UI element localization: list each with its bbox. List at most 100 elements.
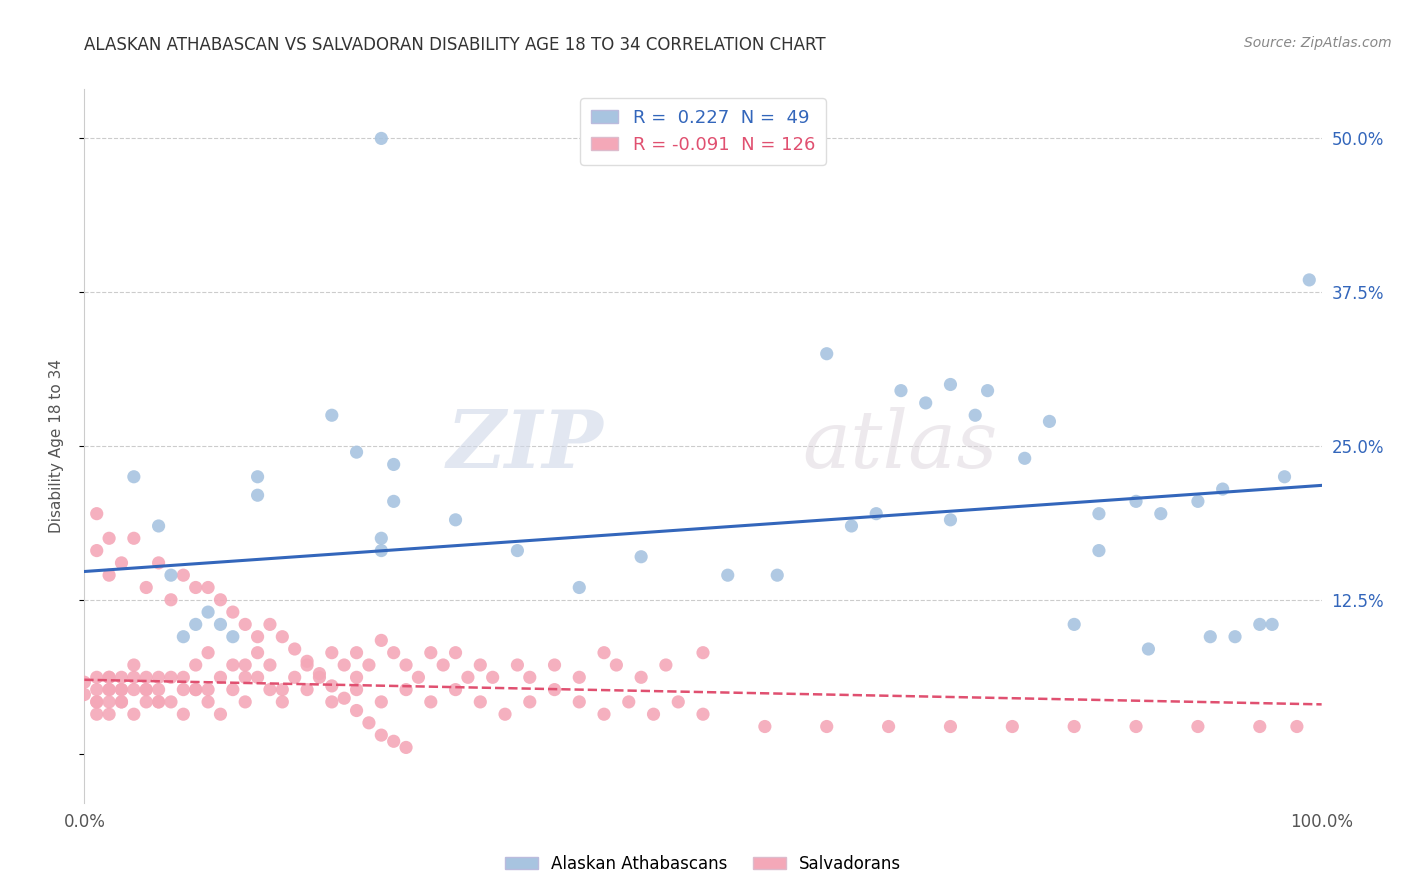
Point bbox=[295, 654, 318, 668]
Point bbox=[160, 592, 183, 607]
Point bbox=[444, 646, 467, 660]
Point bbox=[246, 670, 269, 684]
Point bbox=[419, 646, 441, 660]
Point bbox=[1125, 719, 1147, 733]
Point bbox=[148, 695, 170, 709]
Point bbox=[321, 695, 343, 709]
Point bbox=[939, 719, 962, 733]
Point bbox=[271, 630, 294, 644]
Point bbox=[98, 568, 121, 582]
Point bbox=[1150, 507, 1173, 521]
Point bbox=[271, 695, 294, 709]
Point bbox=[692, 707, 714, 722]
Point bbox=[246, 469, 269, 483]
Point bbox=[457, 670, 479, 684]
Point bbox=[568, 695, 591, 709]
Point bbox=[122, 670, 145, 684]
Point bbox=[98, 682, 121, 697]
Point bbox=[222, 605, 245, 619]
Point bbox=[233, 670, 256, 684]
Point bbox=[370, 695, 392, 709]
Point bbox=[1285, 719, 1308, 733]
Point bbox=[481, 670, 503, 684]
Point bbox=[197, 682, 219, 697]
Point bbox=[382, 494, 405, 508]
Point bbox=[98, 670, 121, 684]
Point bbox=[197, 605, 219, 619]
Point bbox=[246, 630, 269, 644]
Point bbox=[543, 658, 565, 673]
Point bbox=[519, 695, 541, 709]
Point bbox=[222, 658, 245, 673]
Point bbox=[346, 646, 368, 660]
Point bbox=[209, 617, 232, 632]
Point bbox=[308, 666, 330, 681]
Point bbox=[259, 617, 281, 632]
Point bbox=[197, 695, 219, 709]
Point bbox=[110, 682, 132, 697]
Point bbox=[184, 682, 207, 697]
Point bbox=[1249, 719, 1271, 733]
Text: ALASKAN ATHABASCAN VS SALVADORAN DISABILITY AGE 18 TO 34 CORRELATION CHART: ALASKAN ATHABASCAN VS SALVADORAN DISABIL… bbox=[84, 36, 825, 54]
Point bbox=[357, 658, 380, 673]
Point bbox=[110, 556, 132, 570]
Point bbox=[754, 719, 776, 733]
Point bbox=[543, 682, 565, 697]
Point bbox=[321, 679, 343, 693]
Point bbox=[382, 734, 405, 748]
Point bbox=[184, 581, 207, 595]
Point bbox=[1274, 469, 1296, 483]
Text: atlas: atlas bbox=[801, 408, 997, 484]
Point bbox=[197, 581, 219, 595]
Point bbox=[246, 646, 269, 660]
Point bbox=[370, 728, 392, 742]
Point bbox=[395, 658, 418, 673]
Point bbox=[519, 670, 541, 684]
Point bbox=[148, 519, 170, 533]
Point bbox=[122, 469, 145, 483]
Point bbox=[382, 646, 405, 660]
Point bbox=[73, 688, 96, 702]
Point bbox=[1063, 617, 1085, 632]
Point bbox=[593, 646, 616, 660]
Point bbox=[370, 543, 392, 558]
Point bbox=[172, 670, 194, 684]
Point bbox=[86, 682, 108, 697]
Point bbox=[346, 670, 368, 684]
Point bbox=[233, 617, 256, 632]
Point bbox=[259, 658, 281, 673]
Point bbox=[717, 568, 740, 582]
Point bbox=[568, 581, 591, 595]
Point bbox=[148, 695, 170, 709]
Point bbox=[1249, 617, 1271, 632]
Point bbox=[148, 670, 170, 684]
Point bbox=[333, 658, 356, 673]
Point bbox=[110, 682, 132, 697]
Point bbox=[395, 682, 418, 697]
Point bbox=[1261, 617, 1284, 632]
Point bbox=[321, 646, 343, 660]
Point bbox=[617, 695, 640, 709]
Point bbox=[1088, 507, 1111, 521]
Point bbox=[470, 658, 492, 673]
Point bbox=[148, 682, 170, 697]
Point bbox=[233, 658, 256, 673]
Point bbox=[630, 670, 652, 684]
Point bbox=[593, 707, 616, 722]
Point bbox=[98, 531, 121, 545]
Point bbox=[284, 670, 307, 684]
Point bbox=[160, 695, 183, 709]
Point bbox=[98, 670, 121, 684]
Point bbox=[284, 642, 307, 657]
Point bbox=[209, 670, 232, 684]
Point bbox=[939, 377, 962, 392]
Point bbox=[135, 695, 157, 709]
Point bbox=[184, 658, 207, 673]
Point bbox=[444, 513, 467, 527]
Point bbox=[1063, 719, 1085, 733]
Point bbox=[184, 682, 207, 697]
Point bbox=[666, 695, 689, 709]
Point bbox=[346, 682, 368, 697]
Point bbox=[976, 384, 998, 398]
Point bbox=[692, 646, 714, 660]
